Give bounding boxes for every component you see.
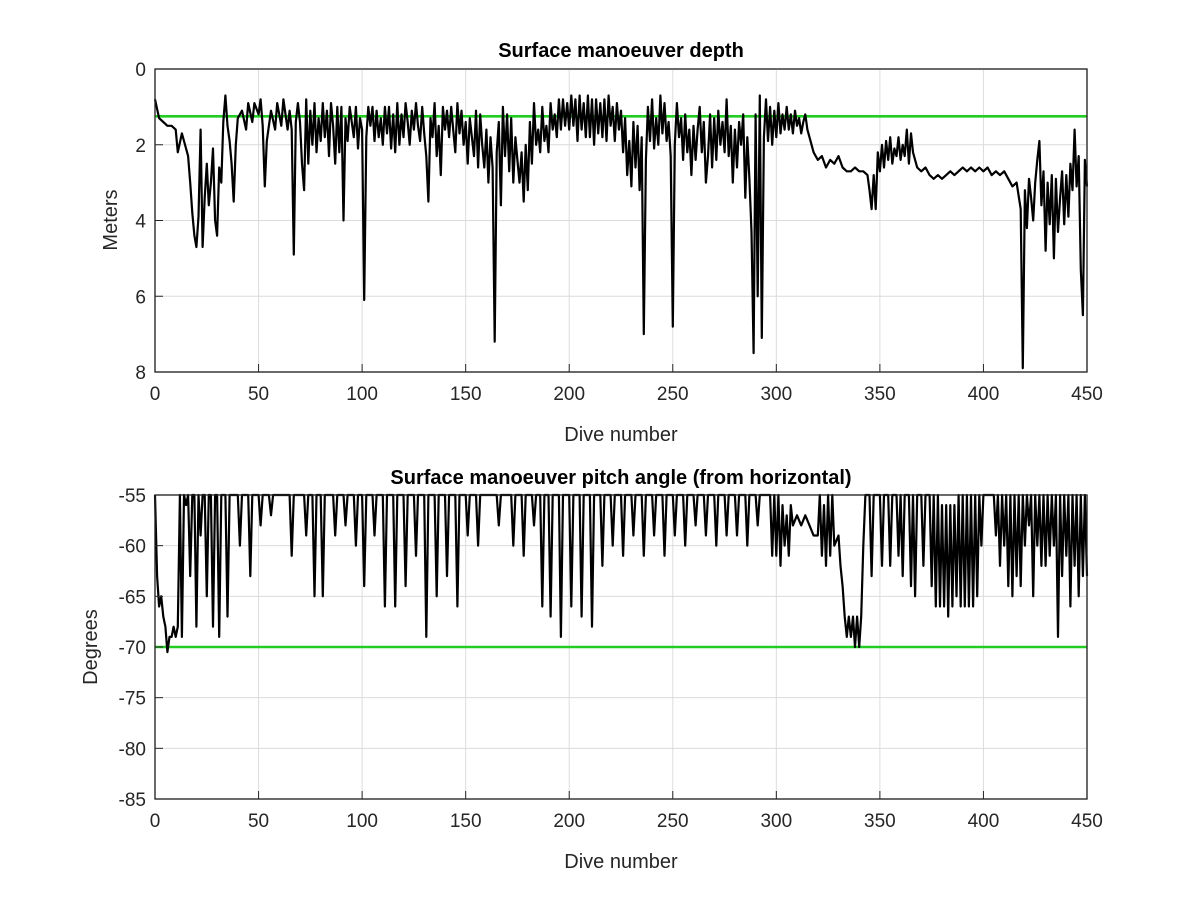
depth-x-tick-label: 100 — [346, 384, 378, 405]
depth-y-tick-label: 6 — [135, 287, 146, 308]
depth-panel: 0 50 100 150 200 250 300 350 400 450 0 2 4 6 8 Surfac… — [100, 40, 1103, 446]
depth-y-tick-label: 4 — [135, 212, 146, 233]
pitch-x-tick-label: 100 — [346, 811, 378, 832]
pitch-y-tick-label: -85 — [119, 790, 146, 811]
pitch-x-tick-label: 250 — [657, 811, 689, 832]
depth-y-ticks: 0 2 4 6 8 — [135, 60, 163, 384]
pitch-y-tick-label: -80 — [119, 739, 146, 760]
pitch-x-tick-label: 350 — [864, 811, 896, 832]
pitch-y-ticks: -55 -60 -65 -70 -75 -80 -85 — [119, 486, 163, 811]
pitch-x-tick-label: 50 — [248, 811, 269, 832]
depth-series-line — [153, 94, 1089, 370]
depth-x-tick-label: 250 — [657, 384, 689, 405]
depth-x-tick-label: 450 — [1071, 384, 1103, 405]
pitch-x-ticks: 0 50 100 150 200 250 300 350 400 450 — [150, 791, 1103, 832]
depth-x-tick-label: 150 — [450, 384, 482, 405]
depth-series-layer — [153, 94, 1089, 370]
depth-y-axis-label: Meters — [100, 189, 122, 250]
pitch-y-tick-label: -65 — [119, 587, 146, 608]
depth-x-tick-label: 200 — [553, 384, 585, 405]
pitch-x-axis-label: Dive number — [564, 851, 678, 873]
pitch-y-tick-label: -75 — [119, 689, 146, 710]
pitch-x-tick-label: 200 — [553, 811, 585, 832]
depth-x-tick-label: 400 — [968, 384, 1000, 405]
depth-x-tick-label: 350 — [864, 384, 896, 405]
depth-y-tick-label: 0 — [135, 60, 146, 81]
depth-x-axis-label: Dive number — [564, 424, 678, 446]
depth-chart-title: Surface manoeuver depth — [498, 40, 744, 62]
depth-x-tick-label: 50 — [248, 384, 269, 405]
depth-x-tick-label: 0 — [150, 384, 161, 405]
pitch-y-axis-label: Degrees — [80, 609, 102, 685]
pitch-x-tick-label: 0 — [150, 811, 161, 832]
pitch-x-tick-label: 450 — [1071, 811, 1103, 832]
pitch-panel: 0 50 100 150 200 250 300 350 400 450 -55 -60 -65 -70… — [80, 467, 1103, 873]
depth-y-tick-label: 2 — [135, 136, 146, 157]
depth-y-tick-label: 8 — [135, 363, 146, 384]
pitch-y-tick-label: -70 — [119, 638, 146, 659]
pitch-x-tick-label: 150 — [450, 811, 482, 832]
depth-x-ticks: 0 50 100 150 200 250 300 350 400 450 — [150, 364, 1103, 405]
pitch-x-tick-label: 300 — [760, 811, 792, 832]
pitch-y-tick-label: -60 — [119, 537, 146, 558]
pitch-y-tick-label: -55 — [119, 486, 146, 507]
depth-x-tick-label: 300 — [760, 384, 792, 405]
pitch-chart-title: Surface manoeuver pitch angle (from hori… — [390, 467, 851, 489]
pitch-x-tick-label: 400 — [968, 811, 1000, 832]
